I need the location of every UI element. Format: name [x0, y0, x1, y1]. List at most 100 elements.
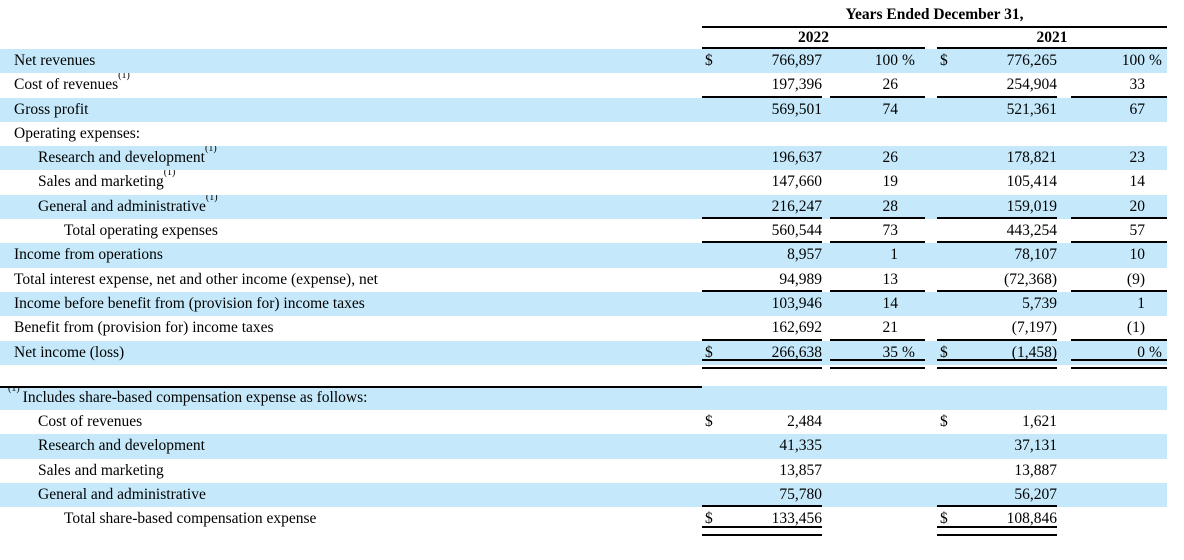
amount-cell-2021: 78,107 — [937, 243, 1057, 267]
row-label-cell: Sales and marketing — [0, 459, 702, 483]
row-label-cell: Cost of revenues(1) — [0, 73, 702, 97]
column-gap — [925, 28, 937, 49]
percent-value: 35 — [882, 343, 899, 361]
column-spacer — [822, 292, 830, 316]
column-spacer — [1057, 341, 1071, 365]
percent-sign — [898, 268, 925, 292]
column-spacer — [822, 170, 830, 194]
column-spacer — [1057, 219, 1071, 243]
currency-symbol: $ — [940, 343, 948, 361]
amount-value: 178,821 — [1006, 149, 1057, 167]
amount-cell-2021: 56,207 — [937, 483, 1057, 508]
amount-value: 560,544 — [771, 222, 822, 240]
row-label-cell: General and administrative — [0, 483, 702, 507]
percent-value — [1071, 507, 1145, 531]
currency-symbol — [937, 219, 957, 243]
percent-sign — [1145, 170, 1167, 194]
percent-cell-2022: 21 — [830, 316, 925, 341]
percent-cell-2022: 28 — [830, 195, 925, 220]
column-gap — [925, 219, 937, 243]
percent-cell-2021: (9) — [1071, 268, 1167, 293]
amount-cell-2022: 147,660 — [702, 170, 822, 194]
currency-symbol — [937, 98, 957, 122]
amount-cell-2022: $ 766,897 — [702, 49, 822, 73]
amount-cell-2021: 254,904 — [937, 73, 1057, 98]
col-2021-group: 13,887 — [937, 459, 1167, 483]
amount-value: 196,637 — [771, 149, 822, 167]
column-spacer — [1057, 410, 1071, 434]
amount-cell-2021: $ 776,265 — [937, 49, 1057, 73]
percent-value: 19 — [882, 173, 899, 191]
currency-symbol — [702, 219, 722, 243]
percent-value: (1) — [1126, 319, 1145, 337]
percent-cell-2022: 26 — [830, 73, 925, 98]
column-spacer — [822, 49, 830, 73]
amount-value: 8,957 — [787, 246, 822, 264]
amount-cell-2021: $ 1,621 — [937, 410, 1057, 434]
amount-cell-2022: 560,544 — [702, 219, 822, 244]
currency-symbol: $ — [705, 343, 713, 361]
percent-sign — [1145, 73, 1167, 97]
percent-cell-2021: 1 — [1071, 292, 1167, 316]
amount-value — [722, 122, 822, 146]
col-2021-group: 521,361 67 — [937, 98, 1167, 122]
amount-cell-2021: $ (1,458) — [937, 341, 1057, 370]
currency-symbol — [702, 268, 722, 292]
percent-sign — [898, 243, 925, 267]
percent-sign — [898, 410, 925, 434]
year-header-row: 2022 2021 — [702, 28, 1167, 49]
column-spacer — [1057, 49, 1071, 73]
percent-sign — [898, 434, 925, 458]
currency-symbol: $ — [940, 413, 948, 431]
amount-value: 197,396 — [771, 76, 822, 94]
amount-value: 13,857 — [779, 461, 822, 479]
percent-value: 26 — [882, 149, 899, 167]
percent-sign — [1145, 146, 1167, 170]
amount-value: 2,484 — [787, 413, 822, 431]
percent-cell-2021: 23 — [1071, 146, 1167, 170]
percent-cell-2022 — [830, 507, 925, 531]
percent-cell-2021 — [1071, 386, 1167, 410]
amount-cell-2022: 216,247 — [702, 195, 822, 220]
column-gap — [925, 243, 937, 267]
percent-cell-2021: 20 — [1071, 195, 1167, 220]
currency-symbol — [937, 292, 957, 316]
currency-symbol — [702, 316, 722, 340]
col-2021-group — [937, 122, 1167, 146]
amount-cell-2022: 162,692 — [702, 316, 822, 341]
amount-value: 443,254 — [1006, 222, 1057, 240]
percent-sign: % — [1149, 343, 1162, 361]
column-spacer — [1057, 73, 1071, 97]
col-2022-group: 75,780 — [702, 483, 925, 508]
percent-value — [830, 483, 898, 507]
table-row: Operating expenses: — [0, 122, 1167, 146]
percent-value — [1071, 122, 1145, 146]
amount-cell-2021: 37,131 — [937, 434, 1057, 458]
col-2022-group: $ 266,638 35 % — [702, 341, 925, 370]
footnote-marker: (1) — [205, 146, 217, 155]
period-header: Years Ended December 31, — [702, 3, 1167, 28]
percent-cell-2022 — [830, 410, 925, 434]
currency-symbol — [937, 195, 957, 219]
percent-cell-2021 — [1071, 122, 1167, 146]
currency-symbol — [702, 243, 722, 267]
amount-cell-2021: 159,019 — [937, 195, 1057, 220]
amount-cell-2022 — [702, 122, 822, 146]
percent-value: 20 — [1129, 197, 1146, 215]
row-label: Total share-based compensation expense — [64, 510, 317, 528]
column-spacer — [822, 386, 830, 410]
column-spacer — [1057, 268, 1071, 292]
amount-cell-2021: (72,368) — [937, 268, 1057, 293]
footnote-marker: (1) — [205, 194, 218, 203]
col-2021-group: 105,414 14 — [937, 170, 1167, 194]
amount-cell-2022: 41,335 — [702, 434, 822, 458]
table-row: Income from operations 8,957 1 78,107 10 — [0, 243, 1167, 268]
amount-cell-2022: $ 266,638 — [702, 341, 822, 370]
footnote-marker: (1) — [163, 170, 176, 179]
amount-cell-2022: 13,857 — [702, 459, 822, 483]
percent-value — [830, 459, 898, 483]
col-2022-group: 560,544 73 — [702, 219, 925, 244]
row-label: Sales and marketing — [38, 461, 164, 479]
column-spacer — [822, 434, 830, 458]
amount-value — [957, 386, 1057, 410]
